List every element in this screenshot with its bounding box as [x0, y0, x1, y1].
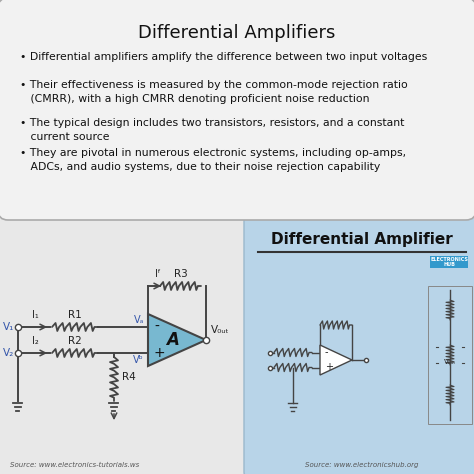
Text: I₁: I₁: [32, 310, 38, 320]
Text: Source: www.electronics-tutorials.ws: Source: www.electronics-tutorials.ws: [10, 462, 139, 468]
Text: Source: www.electronicshub.org: Source: www.electronicshub.org: [305, 462, 419, 468]
Text: -: -: [154, 320, 159, 334]
Text: -: -: [325, 347, 328, 357]
Text: Iᶠ: Iᶠ: [155, 269, 161, 279]
Text: Differential Amplifiers: Differential Amplifiers: [138, 24, 336, 42]
Text: I₂: I₂: [32, 336, 38, 346]
Text: R2: R2: [68, 336, 82, 346]
FancyBboxPatch shape: [0, 0, 474, 220]
Text: R3: R3: [173, 269, 187, 279]
Text: V₂: V₂: [3, 348, 14, 358]
Text: +: +: [154, 346, 165, 360]
Text: R4: R4: [122, 372, 136, 382]
Text: Differential Amplifier: Differential Amplifier: [271, 232, 453, 247]
Polygon shape: [148, 314, 206, 366]
Text: ELECTRONICS
HUB: ELECTRONICS HUB: [430, 256, 468, 267]
Text: V₀ᵤₜ: V₀ᵤₜ: [211, 325, 229, 335]
Text: +: +: [325, 363, 333, 373]
Text: Vᵇ: Vᵇ: [133, 355, 144, 365]
FancyBboxPatch shape: [244, 212, 474, 474]
Text: Vₐ: Vₐ: [134, 315, 144, 325]
Text: V₁: V₁: [3, 322, 14, 332]
Text: • The typical design includes two transistors, resistors, and a constant
   curr: • The typical design includes two transi…: [20, 118, 404, 142]
Text: V₀ᵤₜ: V₀ᵤₜ: [444, 359, 456, 365]
Text: A: A: [166, 331, 179, 349]
Text: • They are pivotal in numerous electronic systems, including op-amps,
   ADCs, a: • They are pivotal in numerous electroni…: [20, 148, 406, 172]
Text: • Their effectiveness is measured by the common-mode rejection ratio
   (CMRR), : • Their effectiveness is measured by the…: [20, 80, 408, 104]
Bar: [0, 215, 248, 474]
Text: R1: R1: [68, 310, 82, 320]
Bar: [428, 286, 472, 424]
Bar: [430, 256, 468, 268]
Polygon shape: [320, 345, 352, 375]
Text: • Differential amplifiers amplify the difference between two input voltages: • Differential amplifiers amplify the di…: [20, 52, 427, 62]
